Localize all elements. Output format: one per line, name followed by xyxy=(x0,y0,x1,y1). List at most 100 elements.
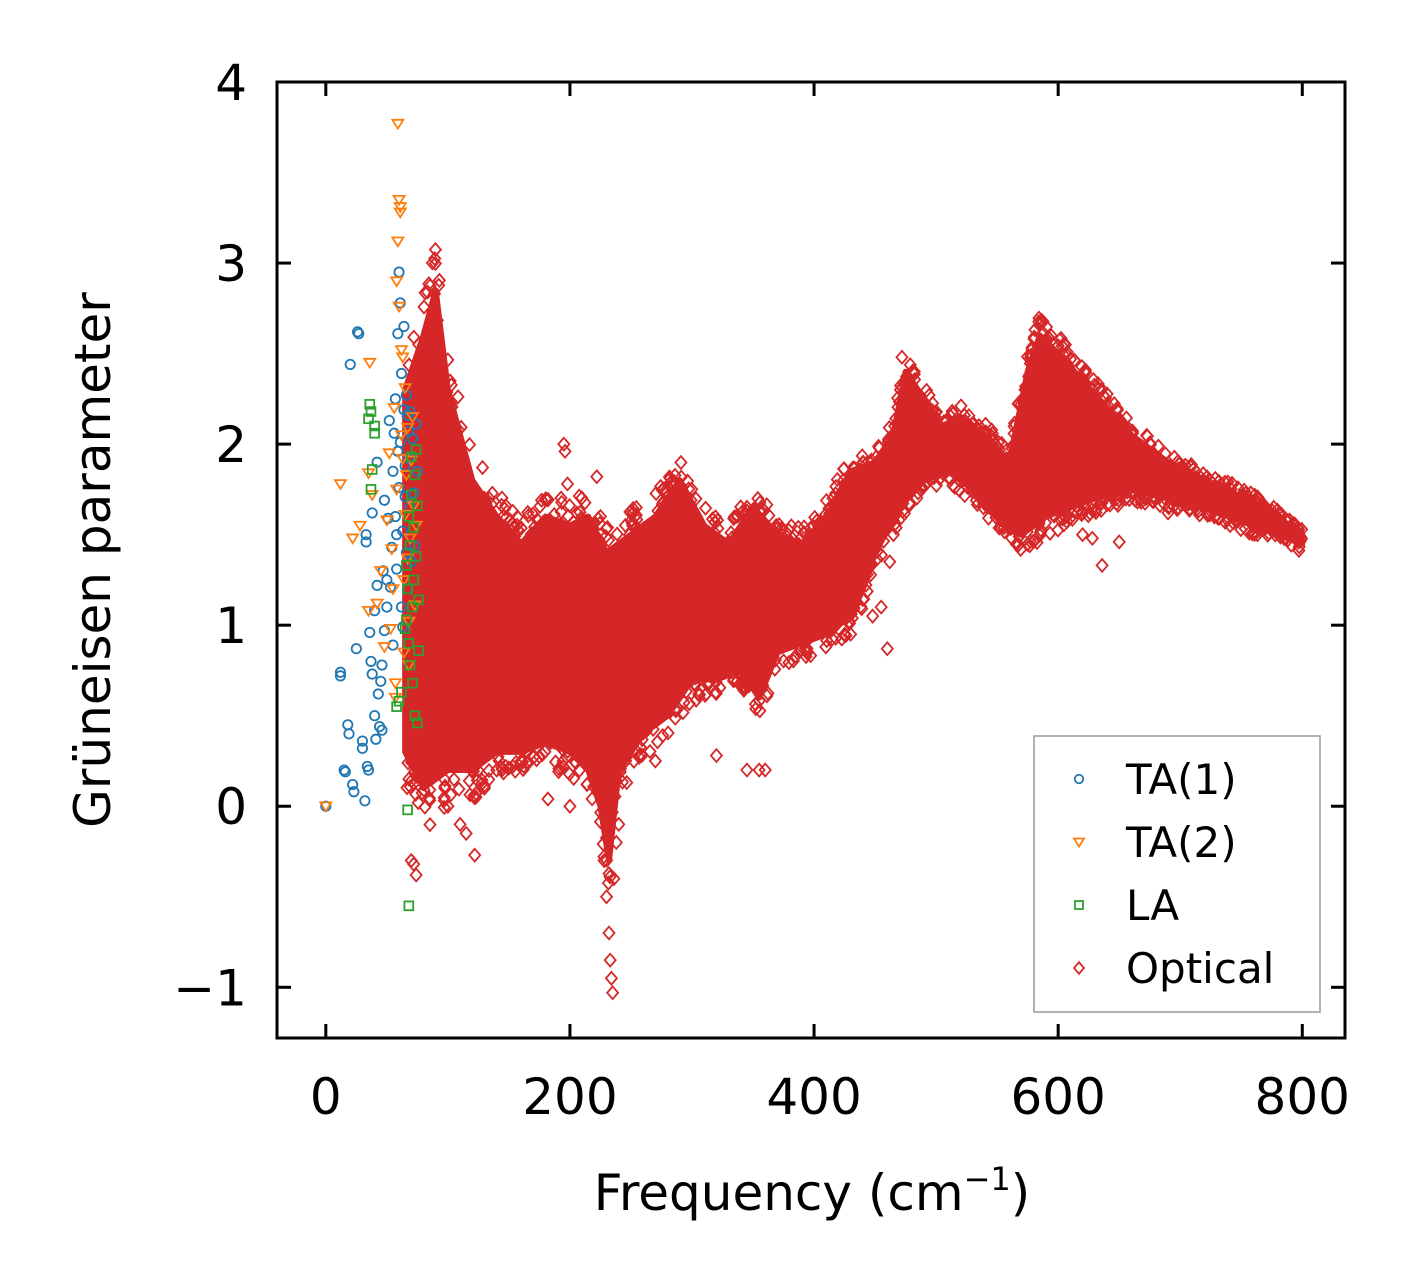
optical-point xyxy=(414,363,428,379)
optical-point xyxy=(563,798,577,814)
ta2-point xyxy=(394,345,409,357)
optical-point xyxy=(1025,341,1039,357)
ta1-point xyxy=(397,525,409,537)
optical-point xyxy=(676,662,691,679)
ta2-point xyxy=(352,520,368,533)
optical-point xyxy=(580,776,594,793)
optical-point xyxy=(1237,488,1251,505)
optical-point xyxy=(515,743,529,759)
ta2-point xyxy=(333,479,348,491)
optical-point xyxy=(806,618,821,634)
optical-point xyxy=(688,665,702,681)
optical-point xyxy=(729,656,744,673)
optical-point xyxy=(782,654,796,671)
optical-point xyxy=(1111,412,1126,428)
optical-point xyxy=(482,521,496,538)
ta2-point xyxy=(345,533,360,545)
optical-point xyxy=(626,500,640,517)
ta1-point xyxy=(391,563,403,575)
optical-point xyxy=(1175,458,1190,474)
optical-point xyxy=(643,743,657,760)
optical-point xyxy=(856,454,870,470)
optical-point xyxy=(921,469,935,486)
optical-point xyxy=(864,452,879,468)
optical-point xyxy=(507,533,522,550)
optical-point xyxy=(477,777,492,794)
optical-point xyxy=(1277,530,1291,547)
optical-point xyxy=(978,416,993,432)
la-point xyxy=(405,489,417,501)
ta1-point xyxy=(376,724,388,736)
optical-point xyxy=(876,533,891,549)
optical-point xyxy=(408,730,423,746)
ta1-point xyxy=(366,507,378,519)
optical-point xyxy=(789,648,803,664)
optical-point xyxy=(674,454,688,471)
ta1-point xyxy=(334,666,347,678)
optical-point xyxy=(496,508,510,525)
optical-point xyxy=(820,513,835,530)
optical-point xyxy=(478,506,493,522)
ta1-point xyxy=(395,601,408,613)
optical-point xyxy=(748,523,762,539)
ta1-point xyxy=(404,405,416,418)
optical-point xyxy=(597,852,611,869)
optical-point xyxy=(1226,502,1240,518)
optical-point xyxy=(990,439,1005,455)
optical-point xyxy=(409,867,423,883)
optical-point xyxy=(843,599,857,615)
ta2-point xyxy=(402,533,418,545)
ta1-point xyxy=(351,326,364,338)
ta1-point xyxy=(365,655,377,667)
optical-point xyxy=(601,825,616,841)
optical-point xyxy=(893,377,908,394)
optical-point xyxy=(911,394,925,410)
optical-point xyxy=(915,461,929,477)
optical-point xyxy=(667,486,681,503)
optical-point xyxy=(613,764,627,780)
ta1-point xyxy=(372,688,384,700)
optical-point xyxy=(959,420,974,436)
optical-point xyxy=(669,702,684,718)
optical-point xyxy=(925,463,939,480)
ta2-point xyxy=(388,678,403,690)
la-point xyxy=(408,522,420,533)
optical-point xyxy=(629,541,643,557)
ta2-point xyxy=(373,566,388,578)
x-axis-title: Frequency (cm−1) xyxy=(594,1160,1031,1222)
optical-point xyxy=(453,458,468,474)
la-point xyxy=(413,594,424,606)
optical-point xyxy=(1047,508,1061,524)
la-point xyxy=(363,413,374,425)
optical-point xyxy=(447,771,461,788)
optical-point xyxy=(994,455,1008,471)
optical-point xyxy=(1167,489,1181,506)
optical-point xyxy=(509,538,524,555)
optical-point xyxy=(995,505,1010,522)
legend-label: Optical xyxy=(1126,944,1274,993)
optical-point xyxy=(1025,501,1040,517)
optical-point xyxy=(947,457,961,474)
optical-point xyxy=(1290,520,1304,536)
optical-point xyxy=(575,490,589,506)
optical-point xyxy=(468,847,482,863)
optical-point xyxy=(554,526,569,542)
optical-point xyxy=(455,463,469,479)
optical-point xyxy=(525,717,539,733)
ta2-point xyxy=(395,453,410,466)
optical-point xyxy=(1223,517,1237,534)
optical-point xyxy=(1001,451,1015,468)
y-tick-label: −1 xyxy=(173,959,247,1017)
optical-point xyxy=(423,816,437,833)
optical-point xyxy=(456,756,470,772)
x-tick-label: 800 xyxy=(1255,1068,1350,1126)
optical-point xyxy=(1292,542,1306,559)
optical-point xyxy=(482,762,496,779)
legend-marker xyxy=(1072,837,1086,849)
optical-point xyxy=(718,545,732,562)
optical-point xyxy=(1079,377,1093,393)
optical-point xyxy=(933,470,947,487)
optical-point xyxy=(860,566,874,583)
optical-point xyxy=(704,538,719,554)
optical-point xyxy=(543,735,558,751)
